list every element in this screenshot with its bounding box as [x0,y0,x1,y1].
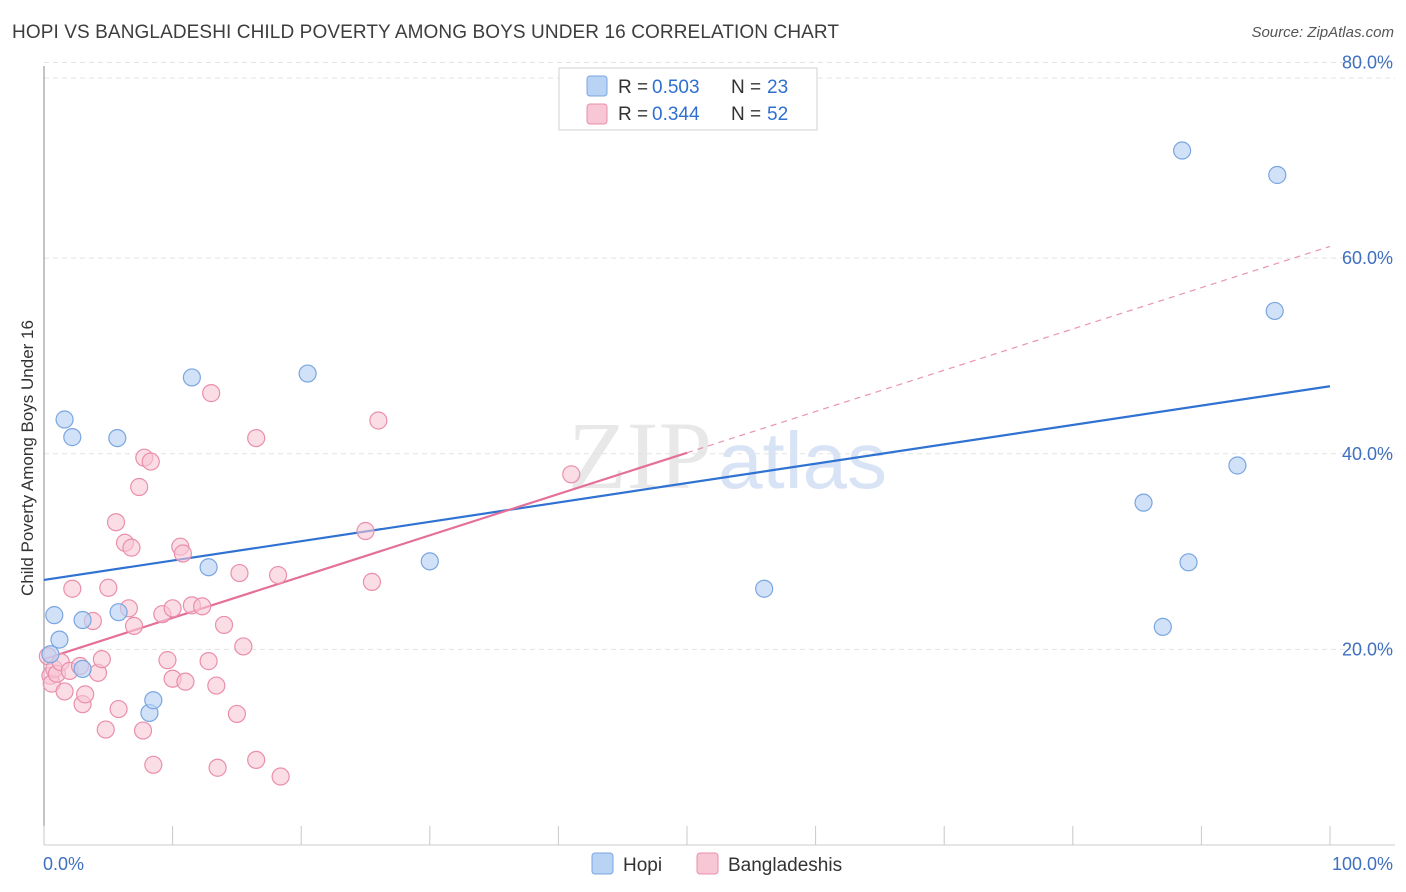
bangladeshis-point-26 [141,452,160,471]
hopi-point-13 [298,364,317,383]
hopi-point-15 [755,579,774,598]
bangladeshis-point-29 [158,651,177,670]
y-tick-label-40: 40.0% [1342,444,1393,464]
bangladeshis-point-52 [562,465,581,484]
y-tick-label-60: 60.0% [1342,248,1393,268]
y-tick-label-20: 20.0% [1342,639,1393,659]
bangladeshis-point-42 [227,704,246,724]
bangladeshis-point-47 [268,565,288,585]
bangladeshis-point-40 [208,758,227,777]
hopi-point-0 [41,645,60,664]
hopi-point-8 [109,603,128,622]
bangladeshis-trend-line [43,451,688,661]
hopi-point-11 [182,368,201,387]
hopi-point-17 [1153,617,1172,636]
bangladeshis-point-51 [369,411,388,430]
bangladeshis-point-24 [133,721,153,740]
hopi-point-18 [1173,141,1192,160]
hopi-point-12 [199,558,218,577]
hopi-point-10 [144,691,163,710]
legend-hopi-n-value: 23 [767,77,788,98]
hopi-point-6 [73,659,92,679]
bangladeshis-point-17 [106,513,126,532]
x-ticks [43,826,1331,845]
bangladeshis-point-6 [55,682,74,701]
axes [43,66,1395,846]
y-tick-label-80: 80.0% [1342,53,1393,73]
legend-hopi-n-label: N = [731,77,761,98]
legend-hopi-swatch [586,75,608,97]
bangladeshis-point-50 [362,572,382,591]
legend-bang-swatch [586,103,608,125]
hopi-point-16 [1134,493,1153,512]
bangladeshis-point-38 [202,384,221,403]
bangladeshis-trend-extension [686,245,1331,454]
bangladeshis-point-18 [109,699,128,719]
y-axis-title: Child Poverty Among Boys Under 16 [18,320,37,596]
hopi-point-1 [45,606,64,625]
bangladeshis-point-22 [124,616,144,636]
bangladeshis-point-30 [163,599,182,618]
hopi-point-21 [1265,301,1284,321]
hopi-point-22 [1268,165,1287,185]
hopi-point-14 [420,552,439,571]
bangladeshis-point-27 [144,755,163,774]
hopi-point-7 [108,429,127,448]
bottom-legend-bang-label: Bangladeshis [728,855,842,876]
hopi-trend-line [43,385,1331,582]
series-legend: Hopi Bangladeshis [591,852,842,876]
y-tick-labels: 20.0% 40.0% 60.0% 80.0% [1342,53,1393,660]
bangladeshis-point-33 [173,544,192,563]
hopi-point-4 [63,428,82,447]
hopi-point-5 [73,610,92,630]
bangladeshis-point-14 [92,650,111,669]
bangladeshis-point-21 [122,538,141,557]
legend-hopi-r-value: 0.503 [652,77,700,98]
hopi-point-2 [50,630,69,649]
legend-bang-n-label: N = [731,104,761,125]
legend-bang-n-value: 52 [767,104,788,125]
bangladeshis-point-46 [247,429,266,448]
hopi-points [41,141,1287,723]
bangladeshis-point-43 [230,563,249,583]
legend-bang-r-label: R = [618,104,648,125]
legend-bang-r-value: 0.344 [652,104,700,125]
watermark-zip: ZIP [568,402,712,509]
bangladeshis-point-41 [214,615,234,635]
bangladeshis-point-15 [96,720,115,739]
legend-hopi-r-label: R = [618,77,648,98]
trend-lines [43,245,1331,661]
bangladeshis-point-34 [176,672,195,691]
x-tick-label-min: 0.0% [43,854,84,874]
bangladeshis-point-39 [207,676,226,695]
bangladeshis-point-11 [76,685,95,704]
chart-title: HOPI VS BANGLADESHI CHILD POVERTY AMONG … [12,22,840,43]
hopi-point-20 [1228,456,1247,475]
bangladeshis-point-48 [271,767,290,786]
bangladeshis-point-23 [130,477,149,497]
bottom-legend-bang-swatch [696,852,719,875]
bangladeshis-point-37 [199,652,218,671]
bangladeshis-point-45 [247,750,266,770]
bottom-legend-hopi-label: Hopi [623,855,662,876]
hopi-point-3 [55,410,74,429]
bottom-legend-hopi-swatch [591,852,614,875]
bangladeshis-point-36 [193,597,212,616]
bangladeshis-point-44 [234,637,253,656]
source-credit: Source: ZipAtlas.com [1251,24,1394,41]
hopi-point-19 [1179,553,1198,572]
bangladeshis-point-16 [99,578,118,597]
bangladeshis-point-8 [63,579,82,598]
correlation-legend: R = 0.503 N = 23 R = 0.344 N = 52 [558,67,818,131]
watermark-atlas: atlas [718,416,887,505]
bangladeshis-point-49 [356,521,375,541]
x-tick-label-max: 100.0% [1332,854,1393,874]
